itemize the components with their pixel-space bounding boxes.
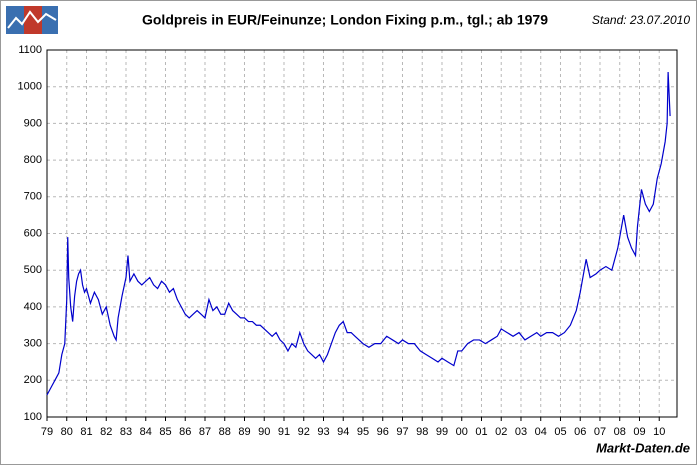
x-tick-label: 87 bbox=[199, 426, 211, 438]
x-tick-label: 94 bbox=[337, 426, 349, 438]
x-tick-label: 08 bbox=[614, 426, 626, 438]
x-tick-label: 88 bbox=[219, 426, 231, 438]
x-tick-label: 85 bbox=[159, 426, 171, 438]
x-tick-label: 06 bbox=[574, 426, 586, 438]
y-tick-label: 300 bbox=[24, 338, 42, 350]
x-tick-label: 09 bbox=[633, 426, 645, 438]
x-tick-label: 81 bbox=[80, 426, 92, 438]
x-tick-label: 07 bbox=[594, 426, 606, 438]
x-tick-label: 83 bbox=[120, 426, 132, 438]
y-tick-label: 200 bbox=[24, 374, 42, 386]
x-tick-label: 89 bbox=[238, 426, 250, 438]
y-tick-label: 1000 bbox=[18, 81, 42, 93]
x-tick-label: 02 bbox=[495, 426, 507, 438]
y-tick-label: 100 bbox=[24, 411, 42, 423]
x-tick-label: 00 bbox=[456, 426, 468, 438]
logo bbox=[6, 6, 58, 34]
x-tick-label: 97 bbox=[396, 426, 408, 438]
x-tick-label: 80 bbox=[61, 426, 73, 438]
x-tick-label: 93 bbox=[317, 426, 329, 438]
y-tick-label: 800 bbox=[24, 154, 42, 166]
x-tick-label: 01 bbox=[475, 426, 487, 438]
x-tick-label: 04 bbox=[535, 426, 547, 438]
x-tick-label: 05 bbox=[554, 426, 566, 438]
plot-area bbox=[46, 49, 678, 418]
y-tick-label: 700 bbox=[24, 191, 42, 203]
x-tick-label: 90 bbox=[258, 426, 270, 438]
x-tick-label: 03 bbox=[515, 426, 527, 438]
x-tick-label: 98 bbox=[416, 426, 428, 438]
chart-title: Goldpreis in EUR/Feinunze; London Fixing… bbox=[142, 12, 548, 28]
x-tick-label: 84 bbox=[140, 426, 152, 438]
data-line bbox=[46, 71, 671, 396]
x-tick-label: 92 bbox=[298, 426, 310, 438]
y-tick-label: 500 bbox=[24, 264, 42, 276]
date-note: Stand: 23.07.2010 bbox=[592, 13, 690, 27]
x-tick-label: 96 bbox=[377, 426, 389, 438]
y-tick-label: 1100 bbox=[18, 44, 42, 56]
source: Markt-Daten.de bbox=[596, 440, 690, 455]
y-tick-label: 900 bbox=[24, 117, 42, 129]
x-tick-label: 99 bbox=[436, 426, 448, 438]
x-tick-label: 79 bbox=[41, 426, 53, 438]
x-tick-label: 82 bbox=[100, 426, 112, 438]
y-tick-label: 600 bbox=[24, 227, 42, 239]
x-tick-label: 86 bbox=[179, 426, 191, 438]
x-tick-label: 91 bbox=[278, 426, 290, 438]
y-tick-label: 400 bbox=[24, 301, 42, 313]
x-tick-label: 95 bbox=[357, 426, 369, 438]
x-tick-label: 10 bbox=[653, 426, 665, 438]
